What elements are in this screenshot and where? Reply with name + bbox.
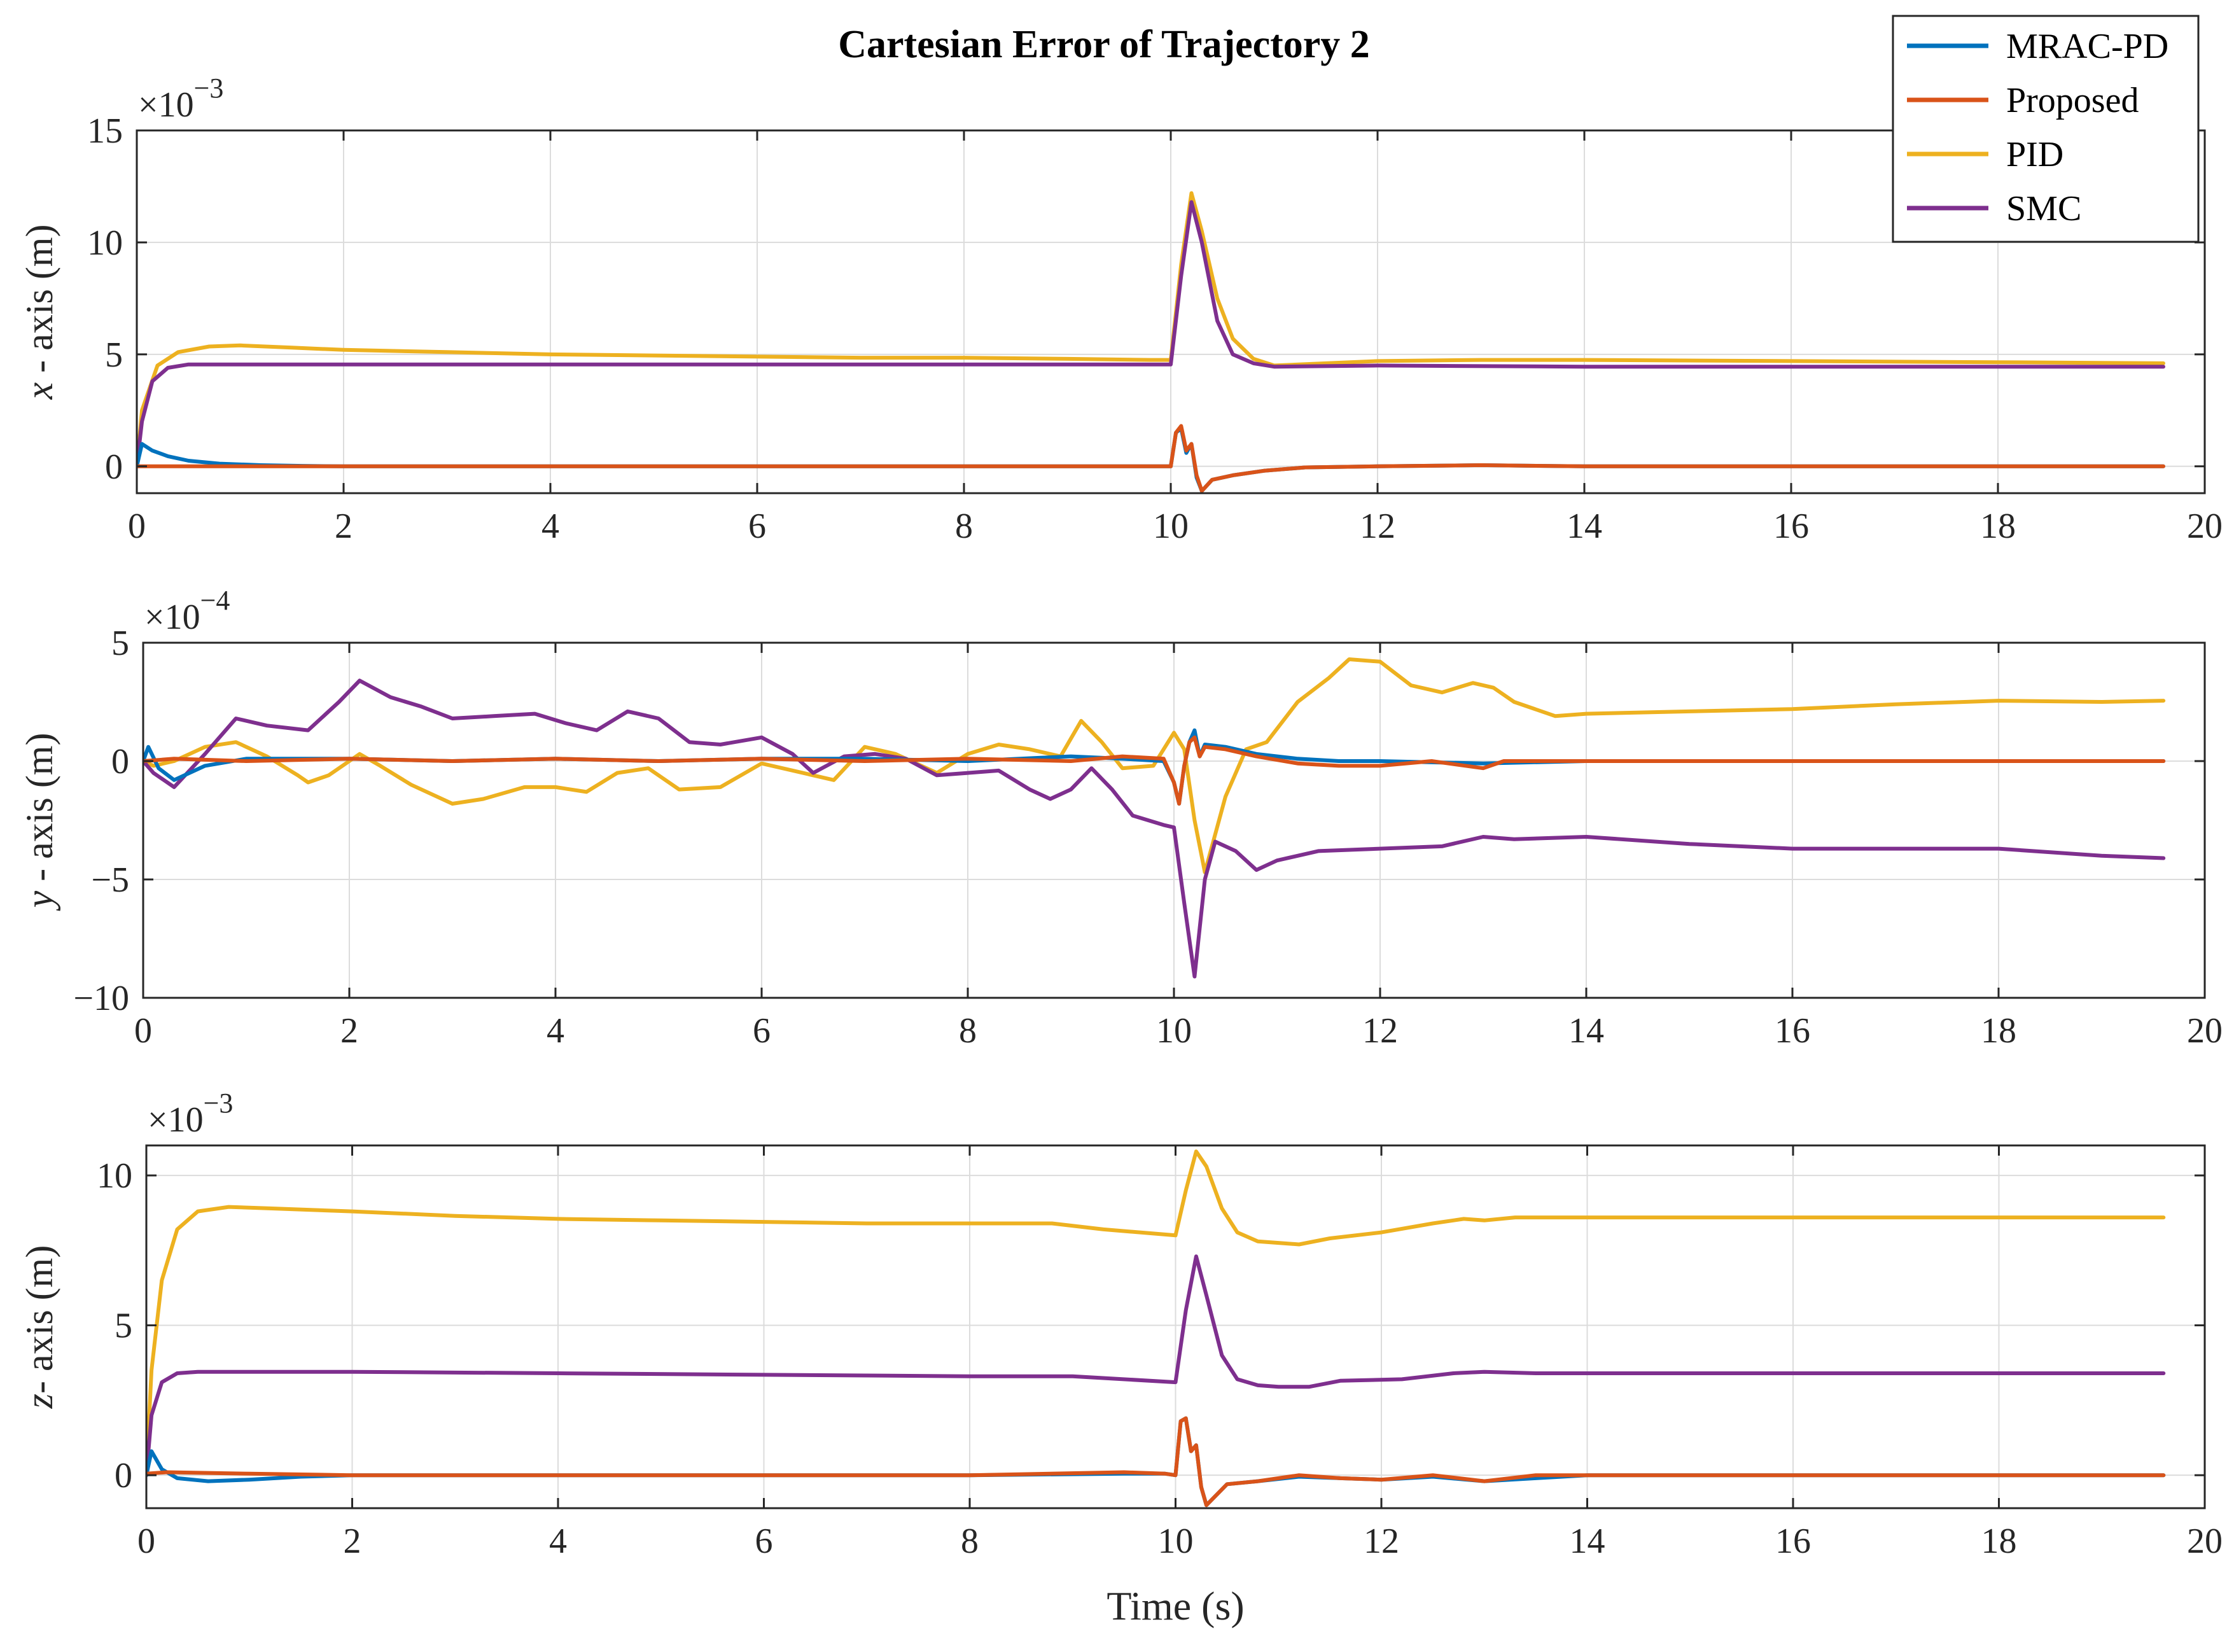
y-multiplier-label: ×10−3 <box>138 73 223 125</box>
x-tick-label: 20 <box>2187 507 2223 546</box>
x-tick-label: 16 <box>1773 507 1809 546</box>
y-multiplier-label: ×10−3 <box>148 1088 233 1140</box>
series-group <box>143 657 2166 979</box>
x-tick-label: 6 <box>755 1522 773 1561</box>
series-line-proposed <box>143 735 2166 806</box>
y-axis-label: z- axis (m) <box>18 1245 60 1410</box>
panel-x: 0 2 4 6 8 10 12 14 16 18 20 0 5 10 15 ×10−3 x - axis (m) <box>18 73 2223 546</box>
x-tick-label: 18 <box>1981 1011 2016 1051</box>
x-axis-label: Time (s) <box>1107 1583 1244 1628</box>
x-tick-label: 16 <box>1775 1011 1810 1051</box>
x-tick-label: 2 <box>344 1522 361 1561</box>
y-tick-label: 0 <box>105 447 123 487</box>
chart-title: Cartesian Error of Trajectory 2 <box>838 23 1370 66</box>
x-tick-label: 16 <box>1775 1522 1811 1561</box>
x-tick-label: 14 <box>1568 1011 1604 1051</box>
series-line-pid <box>137 191 2165 468</box>
legend-label-mrac-pd: MRAC-PD <box>2006 27 2168 66</box>
x-tick-label: 14 <box>1570 1522 1605 1561</box>
x-tick-label: 12 <box>1364 1522 1399 1561</box>
x-tick-label: 4 <box>549 1522 567 1561</box>
legend-label-pid: PID <box>2006 135 2063 174</box>
x-tick-label: 0 <box>134 1011 152 1051</box>
legend-label-smc: SMC <box>2006 189 2081 228</box>
legend-label-proposed: Proposed <box>2006 81 2139 120</box>
y-tick-label: 5 <box>115 1306 132 1346</box>
x-tick-label: 20 <box>2187 1011 2223 1051</box>
y-tick-label: 10 <box>87 223 123 263</box>
legend-box <box>1892 15 2200 243</box>
x-tick-label: 20 <box>2187 1522 2223 1561</box>
series-line-pid <box>143 657 2166 874</box>
x-tick-label: 12 <box>1360 507 1395 546</box>
y-tick-label: 5 <box>111 624 129 663</box>
x-tick-label: 0 <box>128 507 146 546</box>
series-line-mrac-pd <box>146 1416 2166 1508</box>
series-line-smc <box>143 678 2166 979</box>
panel-y: 0 2 4 6 8 10 12 14 16 18 20 −10 −5 0 5 ×10−4 y - axis (m… <box>18 585 2223 1051</box>
x-tick-label: 14 <box>1567 507 1602 546</box>
series-line-smc <box>146 1254 2166 1478</box>
x-tick-label: 18 <box>1980 507 2016 546</box>
x-tick-label: 2 <box>335 507 353 546</box>
y-tick-label: −5 <box>91 860 129 900</box>
y-tick-label: −10 <box>73 979 129 1018</box>
x-tick-label: 2 <box>340 1011 358 1051</box>
y-tick-label: 0 <box>115 1456 132 1495</box>
y-axis-label: y - axis (m) <box>18 733 60 912</box>
x-tick-label: 8 <box>955 507 973 546</box>
x-tick-label: 12 <box>1362 1011 1398 1051</box>
x-tick-label: 0 <box>137 1522 155 1561</box>
series-line-pid <box>146 1149 2166 1478</box>
panel-z: 0 2 4 6 8 10 12 14 16 18 20 0 5 10 ×10−3 z- axis (m) Tim… <box>18 1088 2223 1628</box>
legend: MRAC-PD Proposed PID SMC <box>1892 15 2200 243</box>
y-axis-label: x - axis (m) <box>18 225 60 400</box>
series-line-proposed <box>137 424 2165 493</box>
y-tick-label: 10 <box>97 1156 132 1196</box>
series-line-mrac-pd <box>137 426 2165 493</box>
x-tick-label: 4 <box>541 507 559 546</box>
series-line-proposed <box>146 1416 2166 1508</box>
x-tick-label: 8 <box>961 1522 979 1561</box>
x-tick-label: 10 <box>1158 1522 1194 1561</box>
series-line-smc <box>137 200 2165 468</box>
series-group <box>146 1149 2166 1508</box>
x-tick-label: 18 <box>1981 1522 2017 1561</box>
x-tick-label: 6 <box>753 1011 771 1051</box>
y-multiplier-label: ×10−4 <box>144 585 230 637</box>
x-tick-label: 6 <box>748 507 766 546</box>
series-group <box>137 191 2165 493</box>
x-tick-label: 10 <box>1156 1011 1192 1051</box>
y-tick-label: 15 <box>87 111 123 151</box>
y-tick-label: 5 <box>105 335 123 375</box>
x-tick-label: 8 <box>959 1011 977 1051</box>
x-tick-label: 10 <box>1153 507 1189 546</box>
y-tick-label: 0 <box>111 742 129 781</box>
x-tick-label: 4 <box>547 1011 564 1051</box>
